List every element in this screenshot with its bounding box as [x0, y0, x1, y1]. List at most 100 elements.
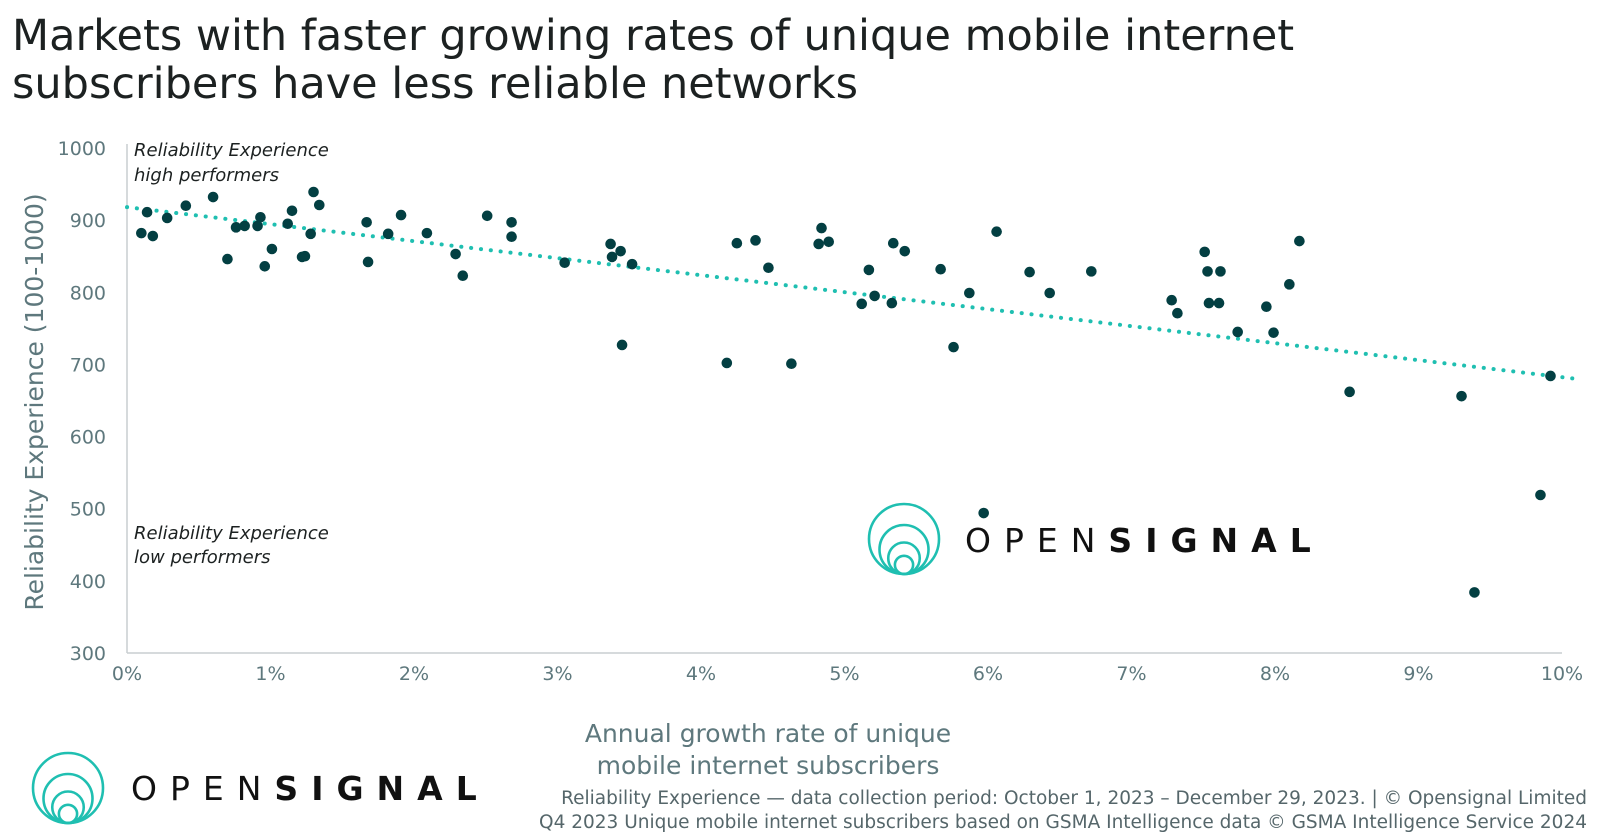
data-point	[230, 222, 242, 233]
x-axis-title-line2: mobile internet subscribers	[597, 751, 940, 780]
y-tick-labels: 1000 900 800 700 600 500 400 300	[58, 138, 106, 665]
data-point	[863, 264, 875, 276]
data-point	[823, 236, 835, 248]
ring	[31, 751, 105, 825]
data-point	[786, 358, 797, 370]
ring	[50, 790, 86, 825]
data-point	[136, 227, 147, 239]
data-point	[869, 290, 880, 302]
y-tick-label: 900	[70, 210, 106, 232]
ring	[878, 523, 930, 576]
data-point	[1261, 301, 1272, 313]
data-point	[481, 210, 493, 222]
data-point	[286, 205, 298, 217]
logo-text-open: OPEN	[131, 769, 274, 808]
data-point	[1172, 307, 1183, 319]
x-tick-label: 0%	[112, 663, 142, 685]
data-point	[1213, 297, 1225, 309]
data-point	[180, 200, 192, 212]
data-point	[450, 248, 461, 260]
data-point	[615, 245, 626, 257]
data-point	[147, 230, 159, 242]
y-tick-label: 1000	[58, 138, 106, 160]
data-point	[763, 262, 774, 274]
data-point	[395, 209, 407, 221]
data-point	[559, 257, 570, 269]
x-tick-label: 1%	[255, 663, 285, 685]
data-point	[605, 238, 616, 250]
x-tick-labels: 0% 1% 2% 3% 4% 5% 6% 7% 8% 9% 10%	[112, 663, 1583, 685]
x-tick-label: 2%	[399, 663, 429, 685]
data-point	[1469, 587, 1480, 598]
chart-title-line1: Markets with faster growing rates of uni…	[12, 11, 1294, 61]
logo-text-open: OPEN	[965, 521, 1108, 560]
data-points	[136, 186, 1556, 598]
data-point	[1024, 266, 1035, 278]
logo-wordmark: OPENSIGNAL	[965, 521, 1324, 560]
y-axis-title: Reliability Experience (100-1000)	[20, 193, 49, 610]
ring	[57, 803, 79, 825]
data-point	[813, 238, 824, 250]
low-performers-note-line1: Reliability Experience	[134, 523, 329, 544]
data-point	[252, 220, 263, 232]
data-point	[313, 199, 325, 211]
data-point	[1294, 235, 1305, 247]
data-point	[222, 253, 233, 265]
data-point	[750, 235, 761, 246]
data-point	[1284, 279, 1295, 290]
y-tick-label: 400	[70, 571, 106, 593]
opensignal-watermark-logo: OPENSIGNAL	[867, 502, 1324, 576]
data-point	[1456, 390, 1467, 402]
data-point	[1215, 266, 1226, 277]
data-point	[991, 226, 1002, 237]
high-performers-note-line2: high performers	[134, 165, 279, 186]
data-point	[731, 237, 743, 249]
data-point	[362, 256, 374, 268]
high-performers-note-line1: Reliability Experience	[134, 140, 329, 161]
ring	[867, 502, 941, 576]
data-point	[259, 261, 271, 272]
opensignal-rings-icon	[31, 751, 105, 825]
ring	[42, 772, 94, 825]
logo-text-signal: SIGNAL	[274, 769, 489, 808]
x-tick-label: 3%	[542, 663, 572, 685]
data-point	[626, 258, 638, 270]
data-point	[606, 251, 618, 263]
x-tick-label: 7%	[1116, 663, 1146, 685]
data-point	[506, 231, 517, 243]
data-point	[616, 339, 628, 351]
data-point	[255, 211, 266, 223]
x-axis-title-line1: Annual growth rate of unique	[585, 719, 951, 748]
y-tick-label: 600	[70, 427, 106, 449]
data-point	[887, 237, 899, 249]
chart-title-line2: subscribers have less reliable networks	[12, 59, 858, 109]
data-point	[207, 191, 219, 203]
data-point	[457, 270, 469, 281]
data-point	[721, 357, 733, 369]
logo-wordmark: OPENSIGNAL	[131, 769, 490, 808]
data-point	[856, 298, 868, 310]
x-tick-label: 5%	[829, 663, 859, 685]
data-point	[899, 245, 911, 257]
low-performers-note-line2: low performers	[134, 547, 271, 568]
trendline	[125, 205, 1579, 381]
data-point	[421, 227, 433, 239]
y-tick-label: 500	[70, 499, 106, 521]
data-point	[935, 263, 946, 275]
opensignal-rings-icon	[867, 502, 941, 576]
opensignal-logo: OPENSIGNAL	[31, 751, 490, 825]
logo-text-signal: SIGNAL	[1108, 521, 1323, 560]
data-point	[239, 220, 250, 232]
data-point	[816, 222, 827, 234]
data-point	[361, 217, 372, 228]
data-point	[1199, 246, 1210, 258]
data-point	[141, 206, 153, 218]
ring	[893, 554, 915, 576]
data-point	[886, 297, 898, 309]
y-tick-label: 800	[70, 282, 106, 304]
data-point	[299, 250, 311, 262]
x-tick-label: 6%	[973, 663, 1003, 685]
data-point	[1044, 287, 1056, 299]
data-point	[1086, 266, 1097, 277]
data-point	[964, 287, 975, 299]
